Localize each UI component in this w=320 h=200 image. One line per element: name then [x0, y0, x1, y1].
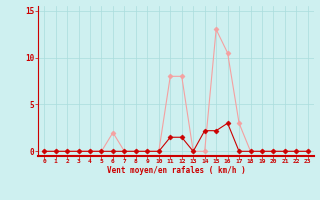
X-axis label: Vent moyen/en rafales ( km/h ): Vent moyen/en rafales ( km/h )	[107, 166, 245, 175]
